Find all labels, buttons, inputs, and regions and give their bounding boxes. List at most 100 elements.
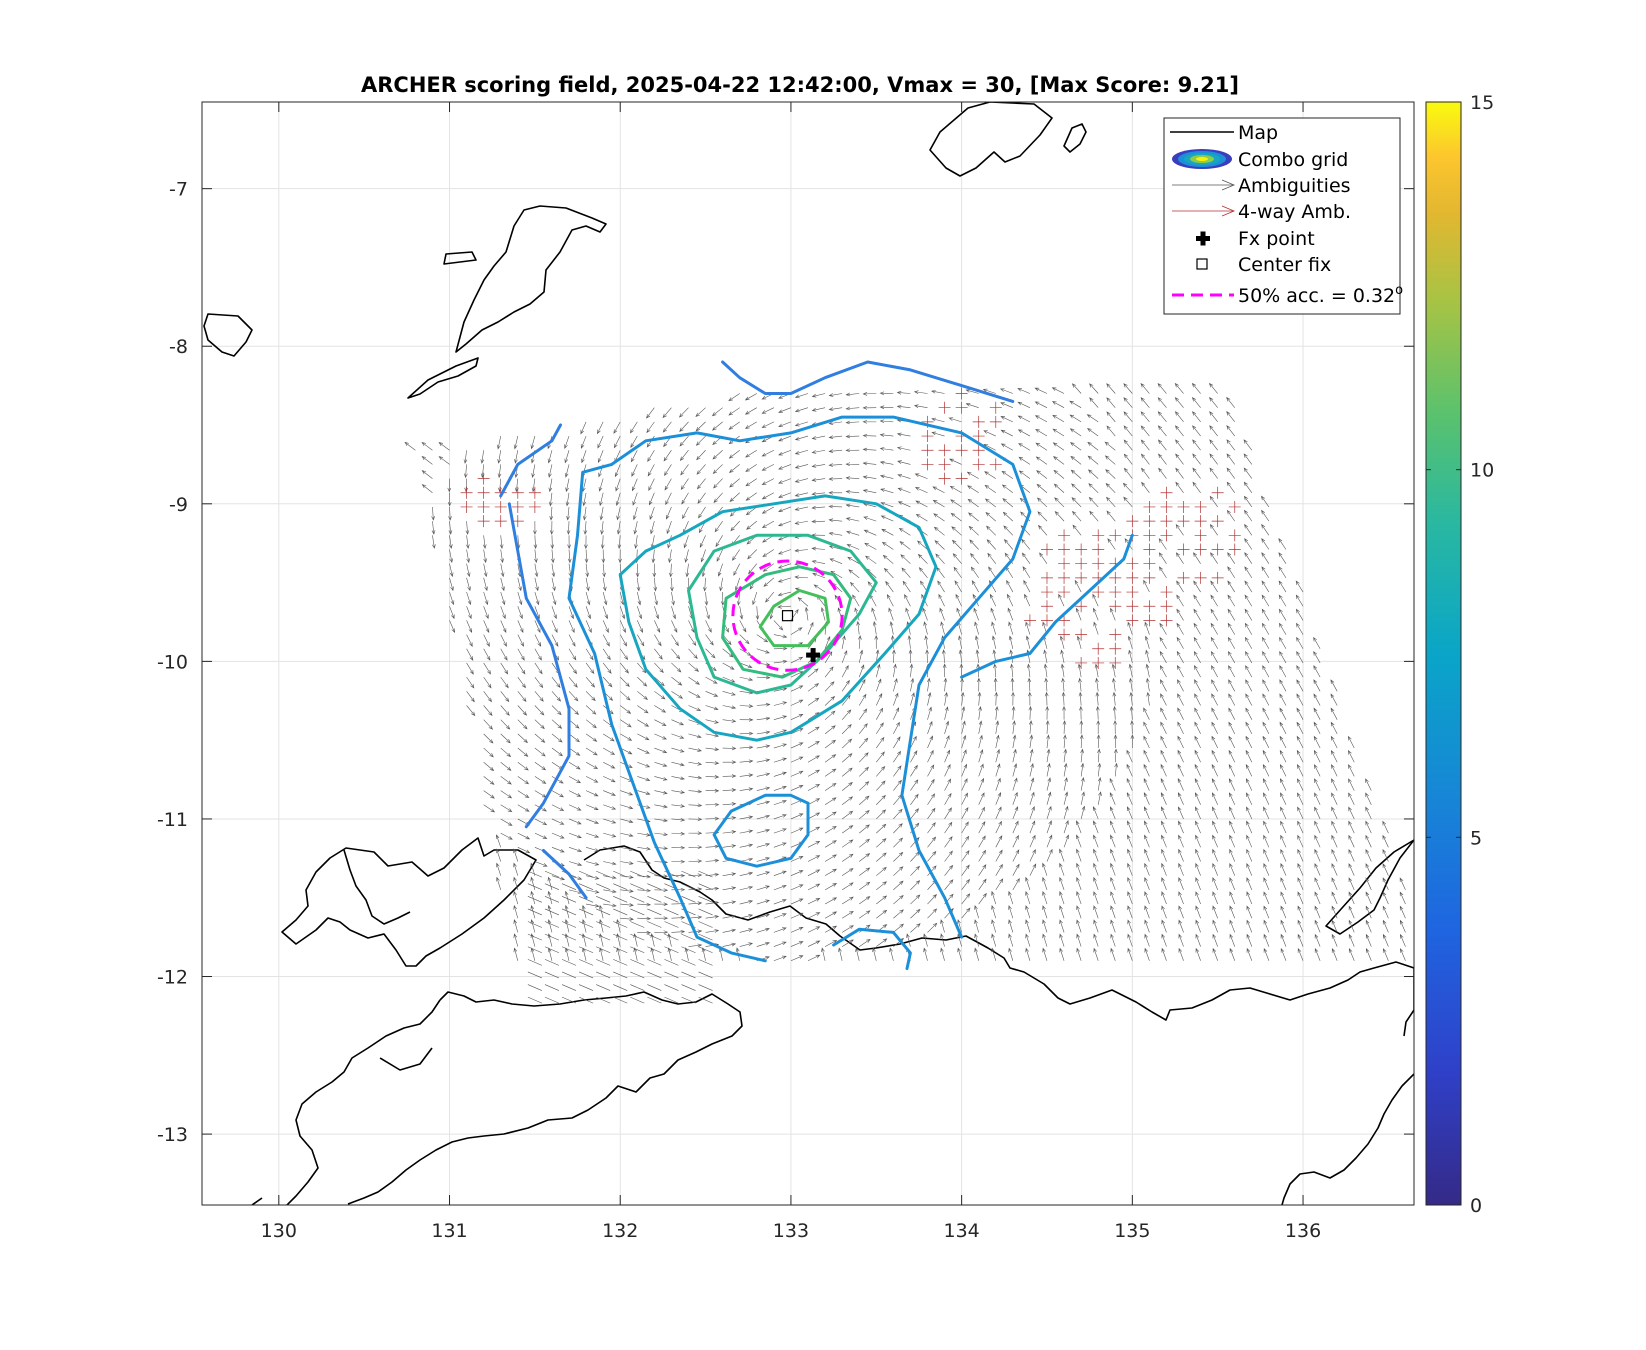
- ambiguity-arrow: [961, 878, 970, 891]
- ambiguity-arrow: [927, 850, 937, 862]
- ambiguity-arrow: [872, 621, 877, 635]
- ambiguity-arrow: [617, 535, 622, 550]
- ambiguity-arrow: [1194, 693, 1201, 706]
- four-way-ambiguity: [938, 444, 951, 457]
- y-tick-label: -10: [157, 651, 188, 673]
- ambiguity-arrow: [596, 996, 611, 1004]
- ambiguity-arrow: [634, 535, 638, 549]
- colorbar: [1425, 101, 1462, 1206]
- ambiguity-arrow: [1229, 792, 1236, 805]
- ambiguity-arrow: [1226, 396, 1235, 408]
- ambiguity-arrow: [828, 531, 843, 536]
- ambiguity-arrow: [959, 663, 964, 678]
- ambiguity-arrow: [551, 847, 565, 853]
- ambiguity-arrow: [1039, 552, 1048, 564]
- ambiguity-arrow: [1076, 820, 1082, 834]
- ambiguity-arrow: [892, 649, 896, 663]
- ambiguity-arrow: [739, 662, 753, 668]
- ambiguity-arrow: [1280, 792, 1287, 805]
- ambiguity-arrow: [654, 591, 659, 606]
- ambiguity-arrow: [698, 921, 713, 928]
- ambiguity-arrow: [1034, 387, 1048, 394]
- ambiguity-arrow: [790, 955, 804, 962]
- ambiguity-arrow: [744, 407, 757, 415]
- ambiguity-arrow: [1008, 947, 1014, 961]
- ambiguity-arrow: [551, 634, 559, 647]
- four-way-ambiguity: [1058, 543, 1071, 556]
- ambiguity-arrow: [654, 804, 668, 809]
- ambiguity-arrow: [1105, 469, 1116, 479]
- ambiguity-arrow: [1076, 876, 1082, 890]
- ambiguity-arrow: [1110, 919, 1116, 933]
- ambiguity-arrow: [500, 577, 505, 592]
- ambiguity-arrow: [1127, 947, 1133, 961]
- four-way-ambiguity: [1058, 529, 1071, 542]
- ambiguity-arrow: [1126, 763, 1133, 777]
- ambiguity-arrow: [620, 847, 634, 851]
- ambiguity-arrow: [1063, 762, 1068, 777]
- ambiguity-arrow: [951, 539, 962, 550]
- ambiguity-arrow: [630, 450, 638, 463]
- ambiguity-arrow: [1025, 876, 1031, 890]
- ambiguity-arrow: [924, 635, 928, 649]
- ambiguity-arrow: [828, 421, 843, 425]
- four-way-ambiguity: [1126, 557, 1139, 570]
- ambiguity-arrow: [968, 525, 979, 536]
- ambiguity-arrow: [907, 635, 912, 649]
- ambiguity-arrow: [794, 506, 809, 511]
- ambiguity-arrow: [813, 584, 826, 593]
- ambiguity-arrow: [421, 470, 433, 479]
- ambiguity-arrow: [1314, 877, 1321, 890]
- ambiguity-arrow: [756, 744, 771, 749]
- ambiguity-arrow: [1046, 777, 1052, 791]
- ambiguity-arrow: [1018, 443, 1031, 451]
- ambiguity-arrow: [1175, 481, 1184, 493]
- ambiguity-arrow: [534, 634, 542, 647]
- ambiguity-arrow: [449, 563, 454, 578]
- ambiguity-arrow: [716, 549, 723, 562]
- ambiguity-arrow: [1158, 552, 1167, 564]
- ambiguity-arrow: [1331, 877, 1338, 890]
- ambiguity-arrow: [1028, 720, 1033, 734]
- ambiguity-arrow: [637, 606, 643, 620]
- ambiguity-arrow: [722, 676, 736, 683]
- ambiguity-arrow: [688, 873, 703, 878]
- ambiguity-arrow: [1161, 891, 1167, 905]
- ambiguity-arrow: [568, 719, 580, 729]
- axes-frame: [201, 101, 1415, 1206]
- ambiguity-arrow: [933, 513, 945, 522]
- ambiguity-arrow: [602, 676, 613, 688]
- ambiguity-arrow: [1070, 455, 1082, 465]
- ambiguity-arrow: [1095, 691, 1100, 706]
- ambiguity-arrow: [1297, 933, 1304, 947]
- legend-center-label: Center fix: [1238, 254, 1331, 276]
- four-way-ambiguity: [1211, 515, 1224, 528]
- ambiguity-arrow: [1123, 467, 1133, 479]
- ambiguity-arrow: [824, 840, 837, 848]
- ambiguity-arrow: [732, 549, 740, 561]
- ambiguity-arrow: [914, 487, 928, 494]
- ambiguity-arrow: [431, 521, 436, 535]
- ambiguity-arrow: [880, 502, 894, 508]
- ambiguity-arrow: [544, 959, 560, 966]
- ambiguity-arrow: [544, 883, 560, 890]
- ambiguity-arrow: [1297, 863, 1304, 876]
- ambiguity-arrow: [1399, 905, 1406, 919]
- ambiguity-arrow: [1195, 919, 1201, 933]
- ambiguity-arrow: [858, 693, 867, 706]
- ambiguity-arrow: [1209, 396, 1218, 408]
- ambiguity-arrow: [619, 648, 629, 661]
- ambiguity-arrow: [1061, 691, 1066, 706]
- ambiguity-arrow: [620, 917, 634, 921]
- ambiguity-arrow: [1243, 453, 1253, 465]
- ambiguity-arrow: [1110, 848, 1116, 862]
- ambiguity-arrow: [1263, 933, 1270, 947]
- ambiguity-arrow: [858, 635, 862, 649]
- ambiguity-arrow: [500, 676, 509, 689]
- ambiguity-arrow: [688, 761, 703, 766]
- ambiguity-arrow: [944, 836, 953, 848]
- ambiguity-arrow: [927, 865, 937, 876]
- ambiguity-arrow: [1212, 820, 1218, 834]
- ambiguity-arrow: [811, 478, 826, 482]
- ambiguity-arrow: [862, 461, 877, 466]
